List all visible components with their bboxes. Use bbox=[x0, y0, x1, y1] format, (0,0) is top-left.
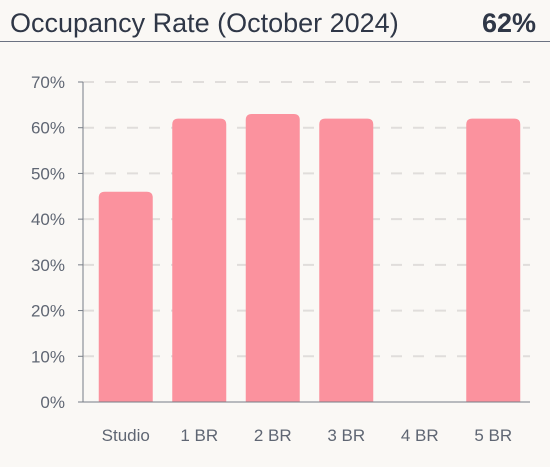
x-tick-labels: Studio 1 BR 2 BR 3 BR 4 BR 5 BR bbox=[102, 426, 513, 445]
bar-studio[interactable] bbox=[98, 191, 153, 402]
y-tick-label: 50% bbox=[31, 164, 65, 183]
x-tick-label: 1 BR bbox=[180, 426, 218, 445]
y-tick-label: 30% bbox=[31, 256, 65, 275]
chart-area: 0% 10% 20% 30% 40% 50% 60% 70% Studio 1 BR 2 BR 3 … bbox=[0, 42, 550, 462]
x-tick-label: 5 BR bbox=[474, 426, 512, 445]
bar-3-br[interactable] bbox=[319, 118, 374, 403]
y-tick-label: 0% bbox=[40, 393, 65, 412]
bar-2-br[interactable] bbox=[245, 114, 300, 402]
y-tick-label: 60% bbox=[31, 119, 65, 138]
occupancy-bar-chart: 0% 10% 20% 30% 40% 50% 60% 70% Studio 1 BR 2 BR 3 … bbox=[31, 73, 530, 445]
x-tick-label: 4 BR bbox=[401, 426, 439, 445]
bars bbox=[98, 114, 521, 403]
y-tick-label: 40% bbox=[31, 210, 65, 229]
x-tick-label: 3 BR bbox=[327, 426, 365, 445]
y-tick-label: 70% bbox=[31, 73, 65, 92]
axes bbox=[78, 81, 530, 403]
occupancy-kpi-value: 62% bbox=[481, 8, 536, 38]
x-tick-label: 2 BR bbox=[254, 426, 292, 445]
y-tick-labels: 0% 10% 20% 30% 40% 50% 60% 70% bbox=[31, 73, 65, 412]
y-tick-label: 10% bbox=[31, 347, 65, 366]
x-tick-label: Studio bbox=[102, 426, 150, 445]
grid-lines bbox=[83, 81, 530, 358]
chart-title: Occupancy Rate (October 2024) bbox=[10, 8, 399, 38]
chart-header: Occupancy Rate (October 2024) 62% bbox=[0, 0, 550, 42]
bar-5-br[interactable] bbox=[466, 118, 521, 403]
y-tick-label: 20% bbox=[31, 302, 65, 321]
bar-1-br[interactable] bbox=[172, 118, 227, 403]
